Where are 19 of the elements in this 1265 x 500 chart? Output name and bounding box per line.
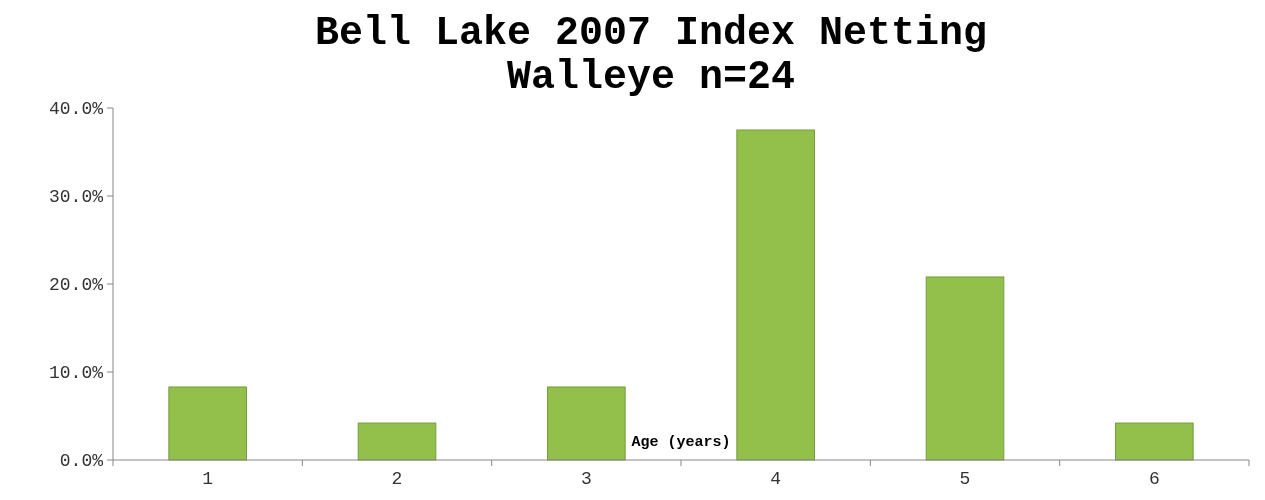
bar — [925, 276, 1005, 461]
y-tick-label: 30.0% — [48, 187, 104, 208]
x-tick-label: 5 — [959, 469, 971, 489]
x-tick-label: 4 — [770, 469, 782, 489]
y-tick-label: 40.0% — [48, 99, 104, 120]
bar — [357, 422, 437, 461]
chart-title: Bell Lake 2007 Index Netting Walleye n=24 — [314, 11, 988, 100]
bar — [1115, 422, 1194, 461]
x-tick-label: 2 — [391, 469, 403, 489]
bar — [736, 129, 815, 461]
x-axis-title: Age (years) — [631, 434, 731, 451]
y-tick-label: 20.0% — [48, 275, 104, 296]
x-tick-label: 6 — [1148, 469, 1160, 489]
x-tick-label: 1 — [202, 469, 214, 489]
y-tick-label: 10.0% — [48, 363, 104, 384]
bar — [168, 386, 247, 461]
x-tick-label: 3 — [580, 469, 592, 489]
y-tick-label: 0.0% — [59, 451, 104, 472]
bar — [547, 386, 626, 461]
